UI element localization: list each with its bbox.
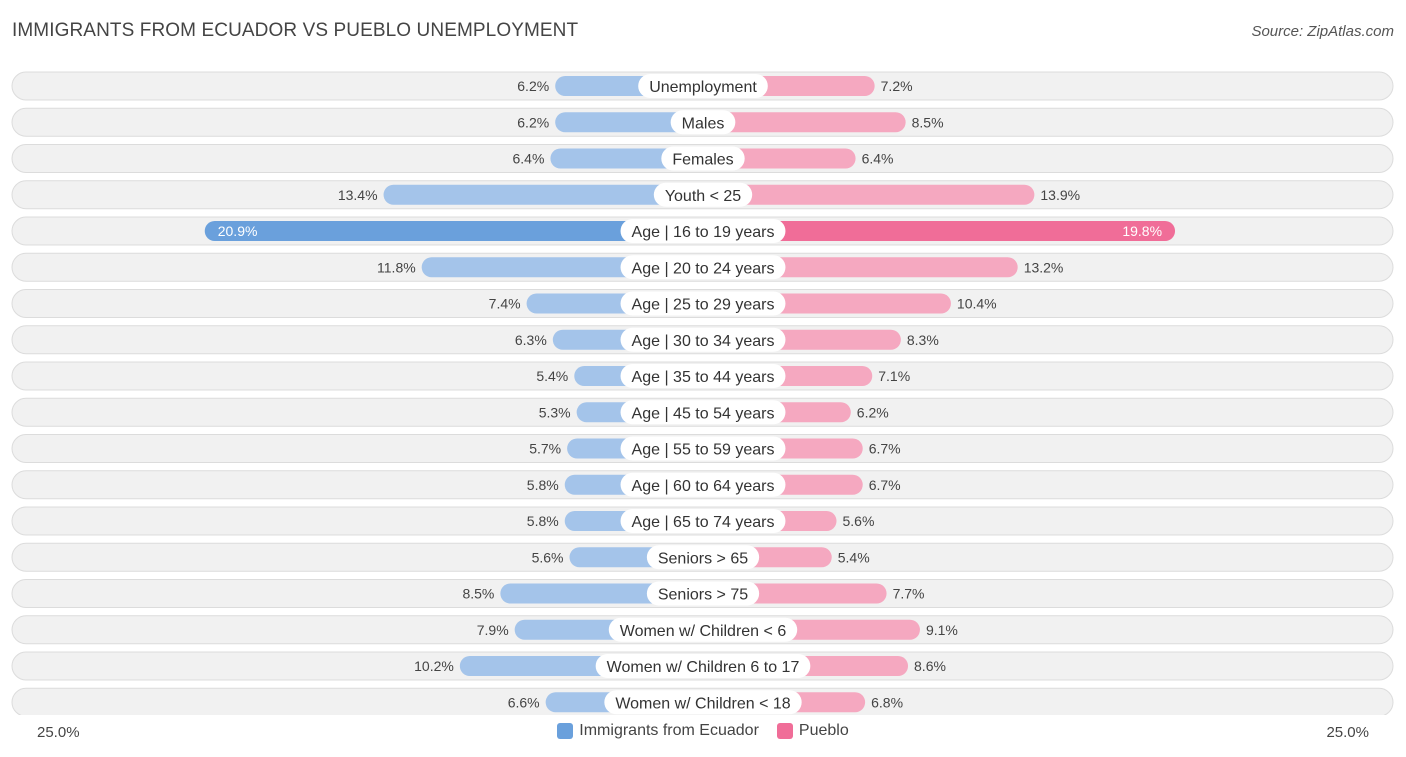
category-label: Females [672, 152, 733, 169]
value-label-ecuador: 7.9% [477, 622, 509, 638]
legend: Immigrants from Ecuador Pueblo [0, 722, 1406, 740]
bar-ecuador[interactable] [383, 184, 703, 205]
category-label: Age | 55 to 59 years [632, 442, 775, 459]
legend-item-ecuador[interactable]: Immigrants from Ecuador [557, 722, 759, 740]
category-label: Age | 65 to 74 years [632, 514, 775, 531]
legend-label-pueblo: Pueblo [798, 722, 849, 739]
value-label-pueblo: 19.8% [1122, 223, 1162, 239]
value-label-pueblo: 8.3% [907, 332, 939, 348]
category-pill [638, 74, 768, 98]
value-label-ecuador: 6.2% [517, 114, 549, 130]
category-label: Age | 35 to 44 years [632, 369, 775, 386]
category-pill [620, 364, 786, 388]
category-pill [646, 545, 760, 570]
bar-ecuador[interactable] [204, 221, 703, 241]
value-label-ecuador: 13.4% [338, 187, 378, 203]
value-label-pueblo: 6.8% [871, 694, 903, 710]
category-label: Age | 16 to 19 years [632, 224, 775, 241]
value-label-ecuador: 10.2% [414, 658, 454, 674]
category-pill [620, 327, 786, 352]
category-pill [620, 472, 786, 497]
value-label-pueblo: 5.4% [838, 549, 870, 565]
value-label-ecuador: 6.2% [517, 78, 549, 94]
source-label: Source: ZipAtlas.com [1251, 23, 1394, 40]
chart-title: IMMIGRANTS FROM ECUADOR VS PUEBLO UNEMPL… [12, 20, 579, 41]
legend-swatch-pueblo [776, 723, 793, 739]
category-label: Seniors > 75 [658, 587, 748, 604]
value-label-pueblo: 8.6% [914, 658, 946, 674]
category-label: Age | 30 to 34 years [632, 333, 775, 350]
value-label-ecuador: 20.9% [218, 223, 258, 239]
category-label: Women w/ Children < 6 [620, 623, 787, 640]
category-pill [620, 509, 786, 533]
value-label-pueblo: 10.4% [957, 296, 997, 312]
category-pill [620, 400, 786, 425]
category-label: Males [682, 115, 725, 132]
value-label-ecuador: 6.4% [513, 151, 545, 167]
value-label-ecuador: 6.3% [515, 332, 547, 348]
legend-item-pueblo[interactable]: Pueblo [776, 722, 849, 740]
value-label-ecuador: 5.7% [529, 441, 561, 457]
value-label-pueblo: 5.6% [843, 513, 875, 529]
bar-pueblo[interactable] [703, 221, 1176, 241]
category-pill [620, 255, 786, 280]
category-label: Age | 60 to 64 years [632, 478, 775, 495]
category-pill [595, 654, 811, 678]
legend-swatch-ecuador [557, 723, 574, 739]
category-pill [670, 110, 736, 135]
value-label-pueblo: 7.7% [893, 586, 925, 602]
category-label: Seniors > 65 [658, 550, 748, 567]
value-label-pueblo: 6.7% [869, 441, 901, 457]
value-label-ecuador: 8.5% [462, 586, 494, 602]
axis-left-label: 25.0% [37, 724, 80, 741]
diverging-bar-chart: 6.2% 7.2% Unemployment 6.2% 8.5% Males 6.4% 6.4… [11, 71, 1394, 715]
category-pill [620, 436, 786, 461]
category-label: Age | 25 to 29 years [632, 297, 775, 314]
value-label-pueblo: 6.7% [869, 477, 901, 493]
value-label-pueblo: 6.4% [862, 151, 894, 167]
category-pill [620, 219, 786, 243]
value-label-ecuador: 5.6% [532, 549, 564, 565]
value-label-ecuador: 5.3% [539, 404, 571, 420]
value-label-ecuador: 6.6% [508, 694, 540, 710]
category-label: Youth < 25 [665, 188, 741, 205]
category-label: Women w/ Children 6 to 17 [607, 659, 800, 676]
category-pill [653, 182, 753, 207]
category-label: Age | 20 to 24 years [632, 260, 775, 277]
category-label: Women w/ Children < 18 [615, 695, 790, 712]
bar-pueblo[interactable] [703, 184, 1035, 205]
category-label: Age | 45 to 54 years [632, 405, 775, 422]
value-label-ecuador: 5.8% [527, 513, 559, 529]
value-label-ecuador: 5.4% [536, 368, 568, 384]
category-pill [620, 291, 786, 316]
value-label-pueblo: 8.5% [912, 114, 944, 130]
legend-label-ecuador: Immigrants from Ecuador [579, 722, 759, 739]
value-label-pueblo: 6.2% [857, 404, 889, 420]
category-pill [604, 690, 802, 715]
category-pill [646, 581, 760, 606]
value-label-pueblo: 7.1% [878, 368, 910, 384]
category-pill [608, 617, 798, 642]
category-label: Unemployment [649, 79, 757, 96]
bar-ecuador[interactable] [555, 112, 703, 133]
value-label-pueblo: 7.2% [881, 78, 913, 94]
value-label-pueblo: 9.1% [926, 622, 958, 638]
value-label-ecuador: 7.4% [489, 296, 521, 312]
value-label-pueblo: 13.2% [1024, 259, 1064, 275]
category-pill [661, 146, 745, 171]
value-label-ecuador: 11.8% [377, 259, 416, 275]
axis-right-label: 25.0% [1326, 724, 1369, 741]
value-label-pueblo: 13.9% [1040, 187, 1080, 203]
value-label-ecuador: 5.8% [527, 477, 559, 493]
bar-pueblo[interactable] [703, 112, 906, 133]
